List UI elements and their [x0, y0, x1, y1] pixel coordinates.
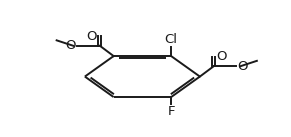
Text: Cl: Cl: [165, 33, 178, 46]
Text: O: O: [217, 50, 227, 63]
Text: F: F: [167, 105, 175, 118]
Text: O: O: [86, 30, 97, 43]
Text: O: O: [237, 60, 248, 73]
Text: O: O: [66, 39, 76, 52]
